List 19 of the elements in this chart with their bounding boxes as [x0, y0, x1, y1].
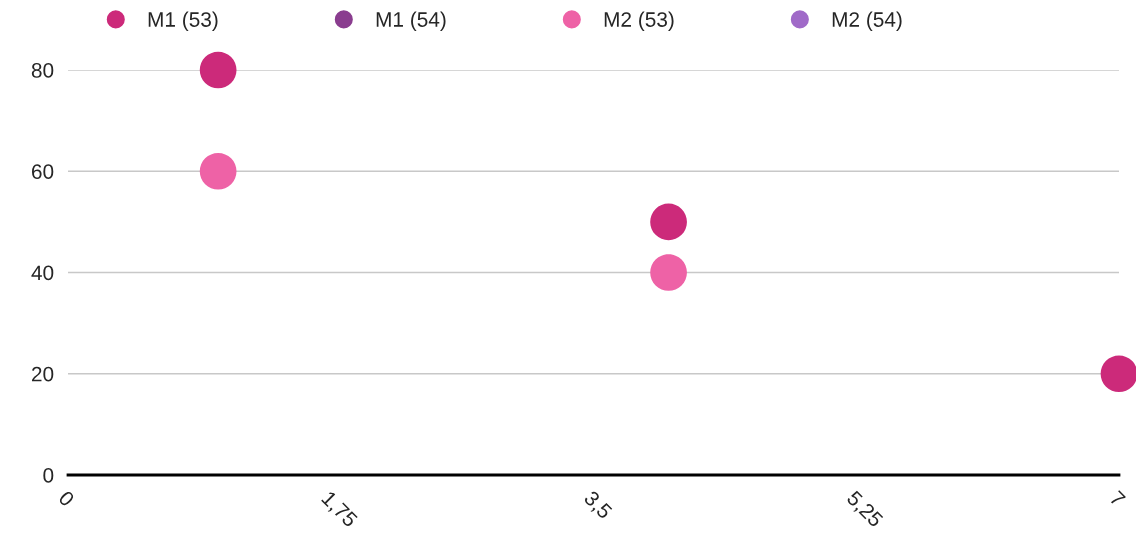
point [199, 152, 237, 190]
point [199, 51, 237, 89]
y-tick-label: 40 [31, 265, 54, 281]
x-tick-label: 0 [57, 489, 76, 508]
x-tick-label: 5,25 [844, 489, 884, 530]
legend-label: M1 (54) [376, 11, 446, 31]
y-tick-label: 0 [43, 468, 54, 483]
y-tick-label: 20 [31, 366, 54, 382]
legend-label: M2 (53) [604, 11, 674, 31]
x-tick-label: 7 [1109, 490, 1126, 508]
point [1100, 355, 1136, 393]
legend-label: M1 (53) [148, 11, 218, 31]
point [650, 203, 687, 241]
legend-label: M2 (54) [832, 11, 902, 31]
y-tick-label: 80 [31, 63, 54, 78]
x-tick-label: 3,5 [581, 489, 613, 522]
y-tick-label: 60 [32, 164, 54, 179]
point [650, 254, 687, 291]
x-tick-label: 1,75 [319, 490, 359, 530]
